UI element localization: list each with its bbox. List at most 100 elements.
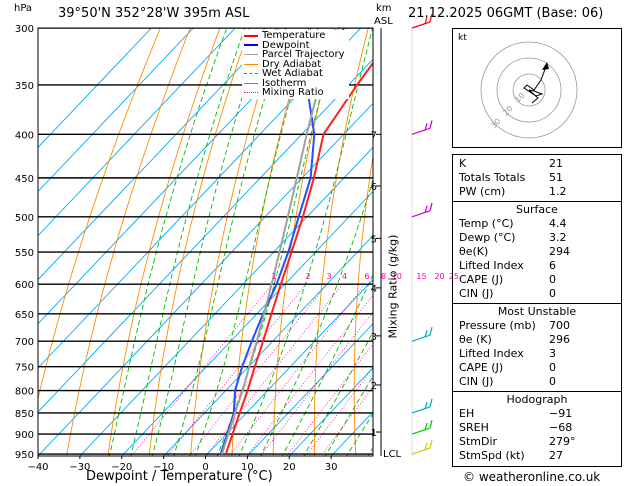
hodo-arrow-icon [542,62,549,70]
km-label: km [376,3,392,14]
legend-label: Temperature [262,30,326,41]
surface-row-cin: CIN (J) 0 [459,287,556,300]
mixing-ratio-label: 25 [449,272,459,281]
most-unstable-title: Most Unstable [497,305,577,318]
panel-divider [453,201,621,202]
datetime-title: 21.12.2025 06GMT (Base: 06) [408,6,604,21]
y-tick-label: 850 [15,409,34,420]
mixing-ratio-label: 3 [327,272,332,281]
isotherm-line [38,28,362,369]
location-title: 39°50'N 352°28'W 395m ASL [58,6,250,21]
mixing-ratio-label: 1 [272,272,277,281]
surface-row-dewp: Dewp (°C) 3.2 [459,231,567,244]
y-tick-label: 700 [15,337,34,348]
indices-panel: K 21 Totals Totals 51 PW (cm) 1.2 Surfac… [452,154,622,467]
hodo-ring-3 [480,41,578,139]
y-tick-label: 800 [15,387,34,398]
isotherm-line [38,58,373,413]
isotherm-line [205,279,373,456]
mixing-ratio-label: 6 [364,272,369,281]
y-tick-label: 300 [15,24,34,35]
wind-barb-icon [411,120,433,135]
index-row-k: K 21 [459,157,563,170]
surface-row-li: Lifted Index 6 [459,259,556,272]
legend-swatch [244,54,258,56]
hodo-ring-2 [496,57,562,123]
isotherm-line [38,28,320,325]
temperature-line [224,61,373,455]
mixing-ratio-label: 4 [342,272,347,281]
chart-legend: Temperature Dewpoint Parcel Trajectory Dry … [242,30,349,99]
isotherm-line [38,28,194,193]
x-tick-label: −10 [153,462,174,473]
legend-swatch [244,44,258,47]
wet-adiabat-line [130,28,246,456]
y-tick-label: 500 [15,213,34,224]
legend-label: Wet Adiabat [262,68,323,79]
hodo-trace [523,63,548,97]
surface-row-temp: Temp (°C) 4.4 [459,217,567,230]
lcl-label: LCL [383,449,402,460]
wind-barb-icon [411,419,433,435]
dry-adiabat-line [38,28,161,401]
surface-row-cape: CAPE (J) 0 [459,273,556,286]
isotherm-line [38,28,278,281]
mixing-ratio-label: 20 [434,272,444,281]
mu-row-cape: CAPE (J) 0 [459,361,556,374]
km-tick-label: 7 [371,130,377,141]
isotherm-line [38,28,236,237]
wet-adiabat-line [194,28,312,456]
y-tick-label: 750 [15,363,34,374]
wind-barb-icon [411,398,433,414]
hodo-storm-motion [528,89,539,104]
legend-label: Parcel Trajectory [262,49,345,60]
index-row-totals: Totals Totals 51 [459,171,563,184]
hodo-row-stmdir: StmDir 279° [459,435,576,448]
hodograph: kt 10 20 30 [452,28,622,148]
mixing-ratio-label: 8 [381,272,386,281]
x-tick-label: 10 [241,462,254,473]
legend-item: Wet Adiabat [244,69,345,79]
surface-title: Surface [516,203,558,216]
mixing-ratio-line [204,283,343,456]
wind-barb-icon [411,13,433,29]
x-tick-label: −20 [111,462,132,473]
hodograph-title: Hodograph [506,393,568,406]
y-tick-label: 550 [15,248,34,259]
wet-adiabat-line [173,28,287,456]
legend-label: Isotherm [262,77,307,89]
hodo-row-sreh: SREH −68 [459,421,573,434]
hodo-ring-1 [512,73,546,107]
km-tick-label: 6 [371,182,377,193]
isotherm-line [38,28,152,149]
x-axis-title: Dewpoint / Temperature (°C) [86,469,273,484]
mixing-ratio-label: 15 [416,272,426,281]
legend-item: Dry Adiabat [244,58,345,70]
legend-item: Temperature [244,31,345,41]
legend-swatch [244,63,258,65]
y-tick-label: 900 [15,430,34,441]
isotherm-line [38,102,373,456]
isotherm-line [79,146,373,456]
legend-item: Mixing Ratio [244,88,345,98]
x-tick-label: 20 [283,462,296,473]
isotherm-line [163,234,373,456]
mu-row-li: Lifted Index 3 [459,347,556,360]
x-tick-label: −40 [27,462,48,473]
panel-divider [453,391,621,392]
mixing-ratio-label: 2 [306,272,311,281]
legend-label: Dry Adiabat [262,58,322,70]
legend-item: Dewpoint [244,40,345,51]
asl-label: ASL [374,16,393,27]
x-tick-label: −30 [69,462,90,473]
wind-barb-icon [411,439,433,455]
parcel-trajectory-line [221,28,337,455]
mixing-ratio-line [246,294,373,456]
wet-adiabat-line [108,28,228,456]
index-row-pw: PW (cm) 1.2 [459,185,567,198]
dewpoint-line [219,28,345,455]
y-tick-label: 950 [15,450,34,461]
legend-swatch [244,34,258,37]
legend-swatch [244,73,258,75]
